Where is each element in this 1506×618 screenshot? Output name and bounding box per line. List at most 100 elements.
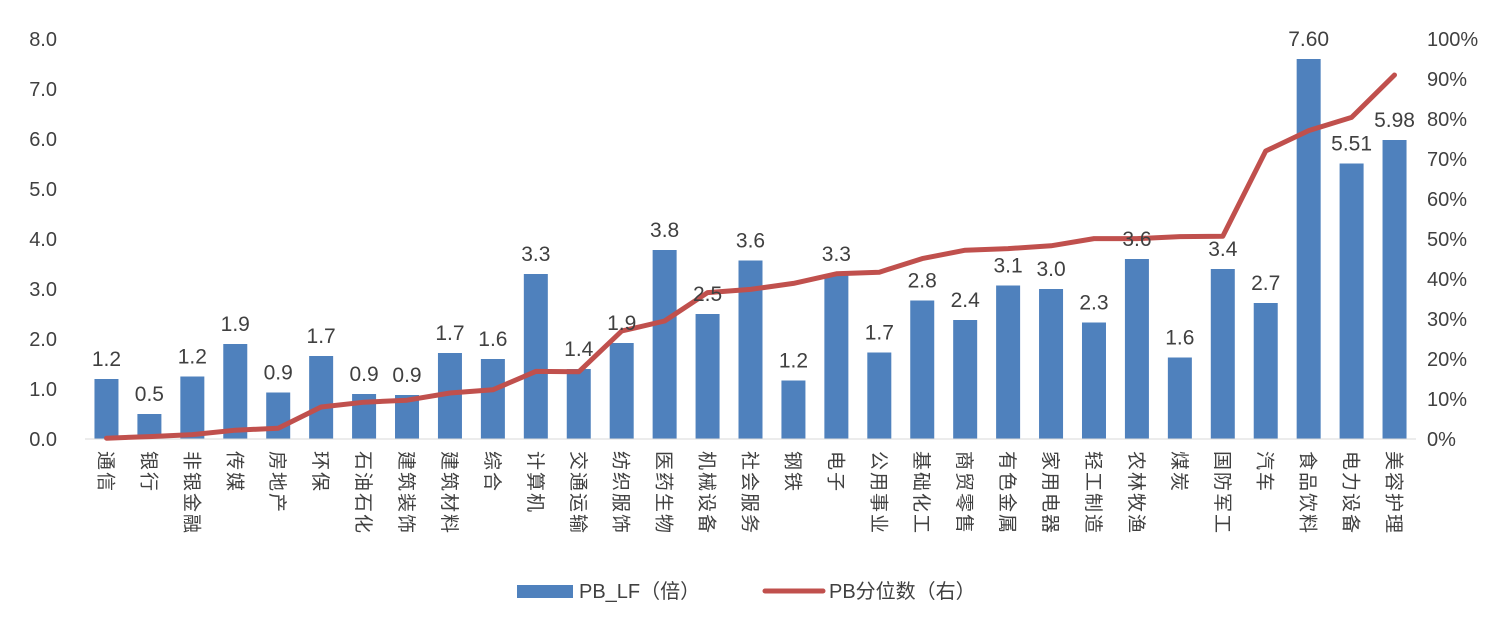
category-label: 建筑装饰 [395,451,417,535]
bar [695,314,720,439]
category-label: 银行 [137,451,159,493]
bar-data-label: 3.6 [1122,228,1151,251]
right-axis: 0% 10% 20% 30% 40% 50% 60% 70% 80% 90% 100% [1427,29,1478,451]
bar-data-label: 1.2 [779,350,808,373]
category-label: 计算机 [524,451,546,514]
bar-data-label: 7.60 [1288,28,1329,51]
category-label: 机械设备 [696,451,718,535]
left-axis-tick: 7.0 [29,79,57,101]
right-axis-tick: 30% [1427,309,1467,331]
left-axis-tick: 2.0 [29,329,57,351]
right-axis-tick: 20% [1427,349,1467,371]
legend-bar-label: PB_LF（倍） [579,580,700,603]
right-axis-tick: 10% [1427,389,1467,411]
bar-data-label: 2.7 [1251,272,1280,295]
bar-data-label: 1.2 [178,346,207,369]
bar-data-label: 3.3 [822,243,851,266]
bar-data-label: 3.1 [994,255,1023,278]
bar-data-label: 3.0 [1036,258,1065,281]
bar [309,356,334,439]
category-label: 煤炭 [1168,451,1190,493]
right-axis-tick: 100% [1427,29,1478,51]
bar-data-label: 5.51 [1331,133,1372,156]
bar-data-label: 3.8 [650,219,679,242]
category-labels: 通信 银行 非银金融 传媒 房地产 环保 石油石化 建筑装饰 建筑材料 综合 计算机 交通运输 纺织服饰… [94,451,1404,535]
bar-data-label: 2.4 [951,289,981,312]
right-axis-tick: 0% [1427,429,1456,451]
category-label: 汽车 [1254,451,1276,493]
bar [523,274,548,439]
category-label: 电力设备 [1340,451,1362,535]
legend-line-label: PB分位数（右） [829,580,976,603]
category-label: 有色金属 [996,451,1018,535]
bar-data-label: 3.4 [1208,238,1238,261]
category-label: 美容护理 [1383,451,1405,535]
right-axis-tick: 80% [1427,109,1467,131]
bar-data-label: 3.3 [521,243,550,266]
bar-data-label: 1.7 [435,322,464,345]
right-axis-tick: 70% [1427,149,1467,171]
bar-data-label: 0.9 [392,364,421,387]
bar [266,392,291,439]
bar [480,359,505,439]
bar-data-label: 0.9 [264,362,293,385]
bar-data-label: 1.9 [607,312,636,335]
bar-data-labels: 1.2 0.5 1.2 1.9 0.9 1.7 0.9 0.9 1.7 1.6 3.3 1.4 1.9 3… [92,28,1415,406]
line-series [104,72,1397,441]
category-label: 家用电器 [1039,451,1061,535]
bar-data-label: 0.5 [135,383,164,406]
category-label: 纺织服饰 [610,451,632,535]
bar-data-label: 2.3 [1079,292,1108,315]
bar [566,369,591,439]
legend-bar-swatch [517,585,573,598]
bar-data-label: 1.6 [1165,327,1194,350]
bar-data-label: 1.7 [865,322,894,345]
right-axis-tick: 90% [1427,69,1467,91]
left-axis-tick: 3.0 [29,279,57,301]
category-label: 石油石化 [352,451,374,535]
category-label: 交通运输 [567,451,589,535]
category-label: 医药生物 [653,451,675,535]
bar-data-label: 2.5 [693,283,722,306]
category-label: 钢铁 [781,451,803,493]
bar [94,379,119,439]
bar [996,285,1021,439]
bar-data-label: 1.4 [564,338,594,361]
bar [867,352,892,439]
bar [1296,59,1321,439]
bar-data-label: 3.6 [736,230,765,253]
left-axis: 0.0 1.0 2.0 3.0 4.0 5.0 6.0 7.0 8.0 [29,29,57,451]
bar-data-label: 5.98 [1374,109,1415,132]
bar-data-label: 1.9 [221,313,250,336]
bar-data-label: 2.8 [908,270,937,293]
pb-percentile-line [104,72,1397,441]
category-label: 通信 [94,451,116,493]
legend: PB_LF（倍） PB分位数（右） [517,580,976,603]
right-axis-tick: 50% [1427,229,1467,251]
bar [1081,322,1106,439]
bar [1210,269,1235,439]
bar [1382,140,1407,439]
bar [1039,289,1064,439]
left-axis-tick: 6.0 [29,129,57,151]
bar [223,344,248,439]
right-axis-tick: 60% [1427,189,1467,211]
category-label: 环保 [309,451,331,493]
left-axis-tick: 5.0 [29,179,57,201]
bar [1124,259,1149,439]
category-label: 传媒 [223,451,245,493]
category-label: 公用事业 [867,451,889,535]
bar [609,343,634,439]
bar [180,376,205,439]
category-label: 轻工制造 [1082,451,1104,535]
category-label: 非银金融 [180,451,202,535]
bar [824,274,849,439]
category-label: 农林牧渔 [1125,451,1147,535]
bar-data-label: 1.7 [307,325,336,348]
category-label: 建筑材料 [438,451,460,535]
category-label: 电子 [824,451,846,493]
left-axis-tick: 0.0 [29,429,57,451]
left-axis-tick: 8.0 [29,29,57,51]
category-label: 国防军工 [1211,451,1233,535]
